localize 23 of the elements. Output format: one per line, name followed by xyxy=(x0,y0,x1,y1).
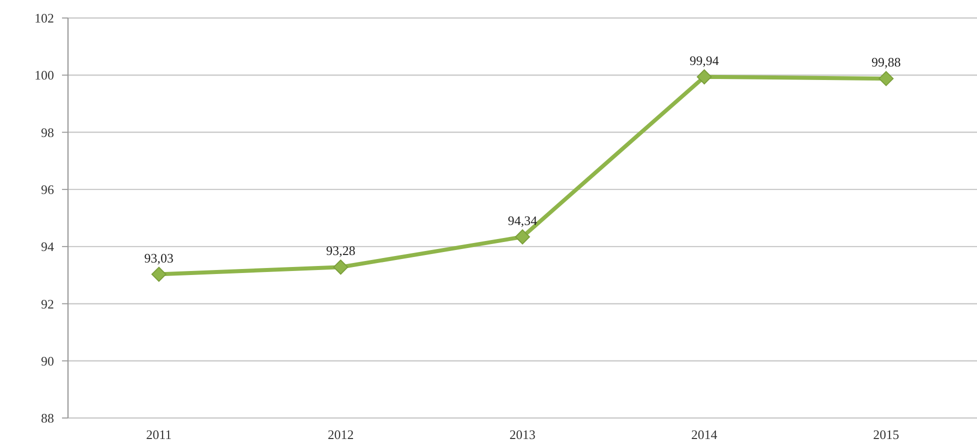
point xyxy=(151,266,166,282)
y-tick-label: 96 xyxy=(41,182,54,197)
y-tick-label: 94 xyxy=(41,239,54,254)
y-tick-label: 88 xyxy=(41,410,54,426)
point xyxy=(515,229,530,244)
data-label: 99,88 xyxy=(871,54,901,70)
x-tick-label: 2014 xyxy=(691,427,718,442)
x-tick-label: 2015 xyxy=(873,427,900,442)
x-tick-label: 2013 xyxy=(510,427,536,442)
point xyxy=(878,71,894,86)
y-tick-label: 102 xyxy=(34,10,54,26)
data-label: 93,03 xyxy=(144,250,174,266)
y-tick-label: 90 xyxy=(41,353,54,368)
y-tick-label: 100 xyxy=(34,68,54,83)
x-tick-label: 2011 xyxy=(146,427,172,442)
data-label: 99,94 xyxy=(690,52,720,68)
data-label: 93,28 xyxy=(326,243,356,258)
data-label: 94,34 xyxy=(508,212,538,228)
y-tick-label: 98 xyxy=(41,124,54,140)
x-tick-label: 2012 xyxy=(328,427,354,442)
point xyxy=(696,69,712,84)
point xyxy=(333,260,348,275)
y-tick-label: 92 xyxy=(41,296,54,312)
